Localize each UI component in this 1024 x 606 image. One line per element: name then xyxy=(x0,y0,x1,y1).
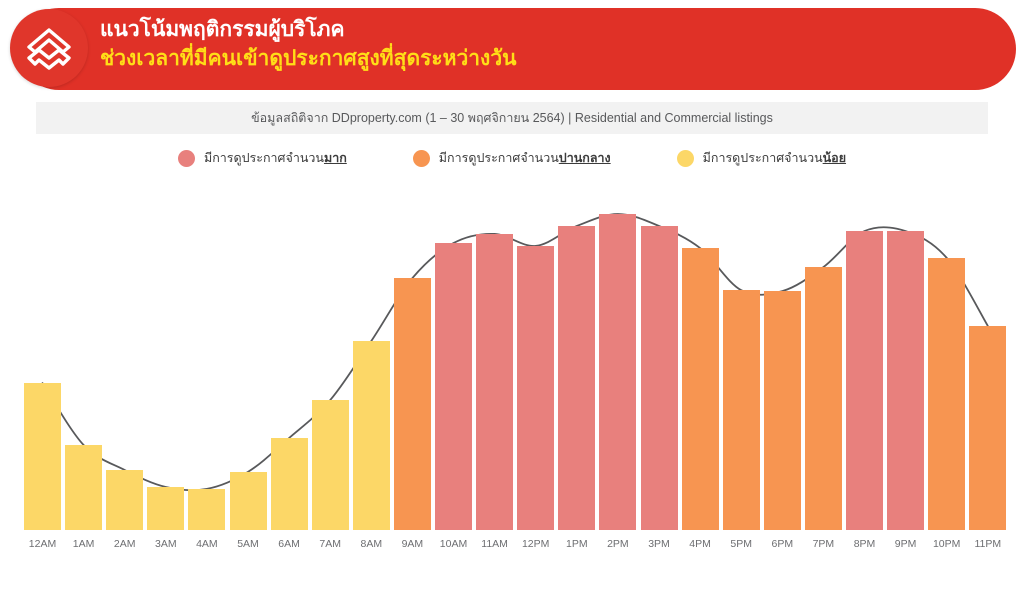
x-axis-tick-label: 12AM xyxy=(28,538,57,550)
bar xyxy=(24,383,61,530)
bar xyxy=(188,488,226,530)
bar xyxy=(476,233,514,530)
legend-item-emphasis: น้อย xyxy=(822,151,847,165)
x-axis-tick-label: 11AM xyxy=(481,538,508,550)
x-axis-tick-label: 1AM xyxy=(72,538,95,550)
bar xyxy=(681,248,719,530)
source-bar: ข้อมูลสถิติจาก DDproperty.com (1 – 30 พฤ… xyxy=(36,102,988,134)
legend-item: มีการดูประกาศจำนวนน้อย xyxy=(676,148,847,168)
x-axis-tick-label: 3PM xyxy=(648,538,670,550)
legend-color-dot xyxy=(412,149,430,167)
bar xyxy=(65,445,103,530)
legend-color-dot xyxy=(177,149,195,167)
chart-legend: มีการดูประกาศจำนวนมาก มีการดูประกาศจำนวนป… xyxy=(0,142,1024,174)
bar xyxy=(969,325,1007,530)
header-title-block: แนวโน้มพฤติกรรมผู้บริโภค ช่วงเวลาที่มีคน… xyxy=(100,16,980,74)
x-axis-tick-label: 12PM xyxy=(521,538,550,550)
x-axis-tick-label: 10AM xyxy=(439,538,468,550)
x-axis-tick-label: 5AM xyxy=(237,538,259,550)
x-axis-tick-label: 5PM xyxy=(730,538,752,550)
bar xyxy=(599,214,637,530)
page-title-line-1: แนวโน้มพฤติกรรมผู้บริโภค xyxy=(100,18,345,41)
bar xyxy=(722,290,760,530)
bar xyxy=(558,226,596,530)
legend-item-label: มีการดูประกาศจำนวนน้อย xyxy=(702,151,847,165)
x-axis-tick-label: 4PM xyxy=(689,538,711,550)
x-axis-tick-label: 6PM xyxy=(771,538,794,550)
chart-area: 12AM 1AM 2AM 3AM 4AM 5AM 6AM 7AM 8AM 9AM 10AM 11AM 1… xyxy=(0,180,1024,606)
bar xyxy=(846,231,883,530)
x-axis-tick-label: 9PM xyxy=(894,538,917,550)
legend-item-emphasis: ปานกลาง xyxy=(558,151,611,165)
bar xyxy=(435,243,472,530)
x-axis-tick-label: 11PM xyxy=(974,538,1002,550)
bar xyxy=(229,471,267,530)
bar xyxy=(763,291,801,530)
page-title-line-2: ช่วงเวลาที่มีคนเข้าดูประกาศสูงที่สุดระหว… xyxy=(100,47,517,70)
bar xyxy=(517,245,555,530)
x-axis-tick-label: 2AM xyxy=(113,538,136,550)
x-axis-labels: 12AM 1AM 2AM 3AM 4AM 5AM 6AM 7AM 8AM 9AM 10AM 11AM 1… xyxy=(0,530,1024,560)
bar xyxy=(147,487,185,530)
bar xyxy=(887,231,925,530)
bar xyxy=(311,400,349,530)
legend-item: มีการดูประกาศจำนวนปานกลาง xyxy=(412,148,611,168)
ddproperty-chevron-logo-icon xyxy=(10,9,88,87)
bar xyxy=(352,341,390,530)
bar xyxy=(106,469,144,530)
bar xyxy=(804,267,842,530)
x-axis-tick-label: 9AM xyxy=(401,538,424,550)
bar xyxy=(640,226,678,530)
legend-item-label: มีการดูประกาศจำนวนมาก xyxy=(203,151,347,165)
legend-item-emphasis: มาก xyxy=(323,151,347,165)
bar xyxy=(270,438,308,530)
x-axis-tick-label: 1PM xyxy=(566,538,588,550)
legend-item: มีการดูประกาศจำนวนมาก xyxy=(177,148,347,168)
bar xyxy=(393,278,431,530)
x-axis-tick-label: 8AM xyxy=(360,538,383,550)
header-band xyxy=(18,8,1016,90)
bar xyxy=(928,257,966,530)
bar-plot xyxy=(0,180,1024,530)
legend-item-label: มีการดูประกาศจำนวนปานกลาง xyxy=(438,151,611,165)
source-text: ข้อมูลสถิติจาก DDproperty.com (1 – 30 พฤ… xyxy=(251,111,773,125)
legend-color-dot xyxy=(676,149,694,167)
x-axis-tick-label: 4AM xyxy=(196,538,218,550)
x-axis-tick-label: 6AM xyxy=(278,538,300,550)
x-axis-tick-label: 7PM xyxy=(812,538,835,550)
x-axis-tick-label: 8PM xyxy=(853,538,876,550)
x-axis-tick-label: 7AM xyxy=(319,538,341,550)
x-axis-tick-label: 10PM xyxy=(932,538,961,550)
x-axis-tick-label: 3AM xyxy=(155,538,177,550)
x-axis-tick-label: 2PM xyxy=(607,538,629,550)
